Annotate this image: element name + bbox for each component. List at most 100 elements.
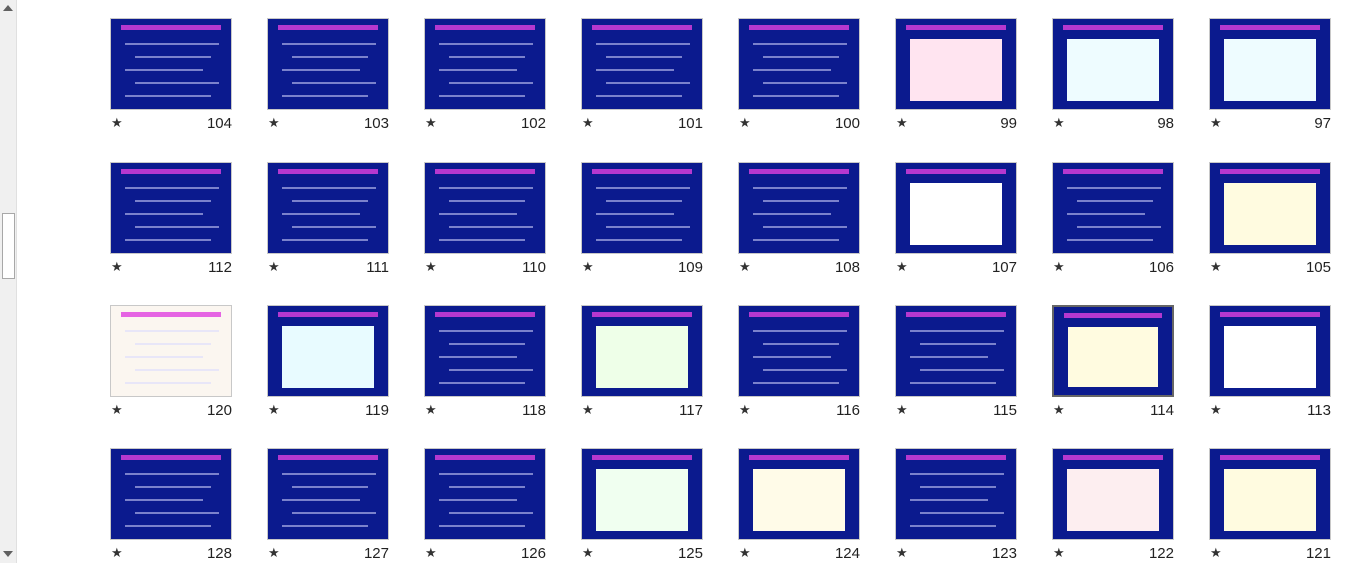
slide-thumbnail[interactable]: [267, 18, 389, 110]
slide-thumbnail[interactable]: [895, 162, 1017, 254]
slide-thumbnail[interactable]: [424, 448, 546, 540]
slide-number: 112: [208, 259, 232, 276]
animation-star[interactable]: ★: [1210, 115, 1222, 130]
animation-star[interactable]: ★: [425, 545, 437, 560]
animation-star[interactable]: ★: [1053, 545, 1065, 560]
slide-thumbnail[interactable]: [895, 305, 1017, 397]
animation-star[interactable]: ★: [268, 402, 280, 417]
animation-star[interactable]: ★: [582, 402, 594, 417]
animation-star[interactable]: ★: [1210, 545, 1222, 560]
slide-text-line: [135, 369, 219, 371]
slide-thumbnail[interactable]: [110, 162, 232, 254]
slide-text-line: [449, 486, 525, 488]
animation-star[interactable]: ★: [896, 402, 908, 417]
slide-thumbnail[interactable]: [110, 448, 232, 540]
slide-text-line: [606, 200, 682, 202]
slide-text-line: [753, 95, 839, 97]
slide-thumbnail[interactable]: [581, 305, 703, 397]
slide-text-line: [135, 512, 219, 514]
animation-star[interactable]: ★: [739, 402, 751, 417]
animation-star[interactable]: ★: [1053, 402, 1065, 417]
slide-thumbnail[interactable]: [738, 305, 860, 397]
slide-text-line: [449, 226, 533, 228]
animation-star[interactable]: ★: [1053, 259, 1065, 274]
animation-star[interactable]: ★: [268, 545, 280, 560]
animation-star[interactable]: ★: [739, 115, 751, 130]
slide-thumbnail[interactable]: [1052, 305, 1174, 397]
slide-thumbnail[interactable]: [895, 18, 1017, 110]
slide-thumbnail[interactable]: [738, 162, 860, 254]
slide-thumbnail[interactable]: [1209, 448, 1331, 540]
animation-star[interactable]: ★: [739, 259, 751, 274]
slide-text-line: [596, 187, 690, 189]
slide-text-line: [596, 239, 682, 241]
animation-star[interactable]: ★: [425, 115, 437, 130]
slide-number: 100: [834, 115, 860, 132]
slide-thumbnail[interactable]: [110, 18, 232, 110]
slide-text-line: [910, 499, 988, 501]
slide-thumbnail[interactable]: [424, 305, 546, 397]
slide-thumbnail[interactable]: [1209, 162, 1331, 254]
slide-thumbnail[interactable]: [424, 162, 546, 254]
slide-thumbnail[interactable]: [267, 305, 389, 397]
slide-thumbnail[interactable]: [424, 18, 546, 110]
animation-star[interactable]: ★: [425, 402, 437, 417]
slide-text-line: [763, 56, 839, 58]
slide-text-line: [910, 330, 1004, 332]
slide-number: 124: [834, 545, 860, 562]
animation-star[interactable]: ★: [896, 115, 908, 130]
slide-thumbnail[interactable]: [895, 448, 1017, 540]
slide-thumbnail[interactable]: [581, 448, 703, 540]
slide-thumbnail[interactable]: [1209, 18, 1331, 110]
slide-text-line: [125, 187, 219, 189]
animation-star[interactable]: ★: [1053, 115, 1065, 130]
animation-star[interactable]: ★: [896, 259, 908, 274]
animation-star[interactable]: ★: [268, 259, 280, 274]
slide-thumbnail[interactable]: [1052, 18, 1174, 110]
scroll-up[interactable]: [3, 5, 13, 11]
slide-text-line: [753, 330, 847, 332]
slide-text-line: [753, 43, 847, 45]
slide-thumbnail[interactable]: [1052, 162, 1174, 254]
slide-number: 121: [1305, 545, 1331, 562]
animation-star[interactable]: ★: [111, 402, 123, 417]
slide-text-line: [753, 356, 831, 358]
animation-star[interactable]: ★: [111, 259, 123, 274]
slide-picture: [1067, 469, 1159, 531]
animation-star[interactable]: ★: [896, 545, 908, 560]
slide-title-bar: [121, 169, 221, 174]
animation-star[interactable]: ★: [425, 259, 437, 274]
slide-thumbnail[interactable]: [581, 18, 703, 110]
scroll-thumb[interactable]: [2, 213, 15, 279]
slide-number: 114: [1150, 402, 1174, 419]
animation-star[interactable]: ★: [111, 115, 123, 130]
slide-text-line: [439, 43, 533, 45]
animation-star[interactable]: ★: [111, 545, 123, 560]
scrollbar[interactable]: [0, 0, 17, 563]
slide-text-line: [910, 473, 1004, 475]
slide-text-line: [292, 56, 368, 58]
slide-thumbnail[interactable]: [267, 448, 389, 540]
slide-thumbnail[interactable]: [1209, 305, 1331, 397]
slide-picture: [282, 326, 374, 388]
slide-thumbnail[interactable]: [738, 448, 860, 540]
slide-number: 101: [677, 115, 703, 132]
animation-star[interactable]: ★: [739, 545, 751, 560]
animation-star[interactable]: ★: [582, 115, 594, 130]
slide-number: 122: [1148, 545, 1174, 562]
slide-title-bar: [121, 312, 221, 317]
slide-thumbnail[interactable]: [110, 305, 232, 397]
slide-thumbnail[interactable]: [738, 18, 860, 110]
animation-star[interactable]: ★: [268, 115, 280, 130]
slide-thumbnail[interactable]: [267, 162, 389, 254]
slide-number: 104: [206, 115, 232, 132]
animation-star[interactable]: ★: [582, 545, 594, 560]
animation-star[interactable]: ★: [1210, 259, 1222, 274]
scroll-down[interactable]: [3, 551, 13, 557]
slide-thumbnail[interactable]: [581, 162, 703, 254]
slide-thumbnail[interactable]: [1052, 448, 1174, 540]
animation-star[interactable]: ★: [582, 259, 594, 274]
slide-title-bar: [1063, 455, 1163, 460]
slide-text-line: [292, 486, 368, 488]
animation-star[interactable]: ★: [1210, 402, 1222, 417]
